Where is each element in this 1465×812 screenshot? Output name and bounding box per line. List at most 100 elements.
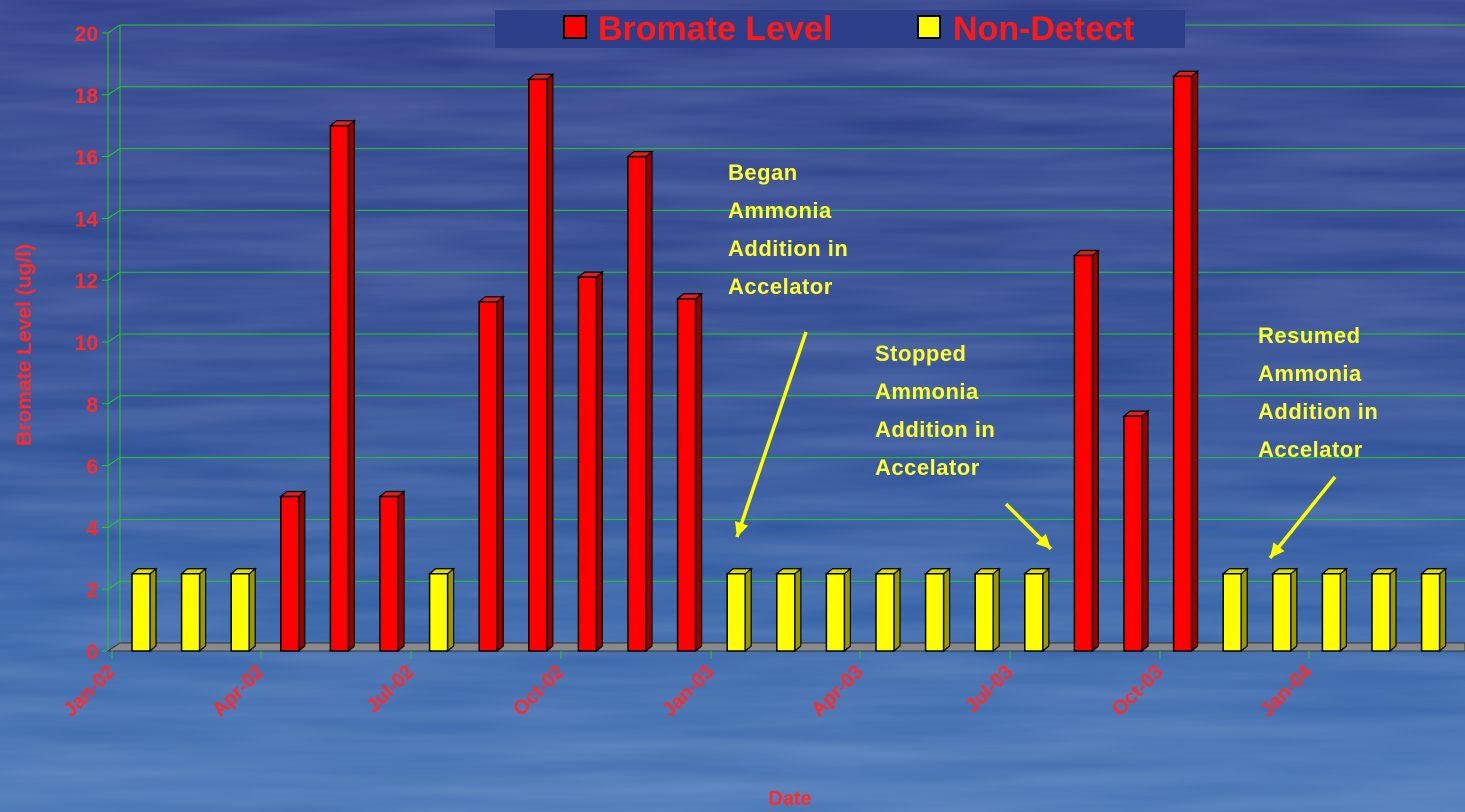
- bar-side: [149, 567, 157, 653]
- annotations: Began Ammonia Addition in Accelator Stopped A…: [728, 160, 1378, 560]
- gridline-diag: [107, 395, 121, 405]
- y-tick-label: 2: [86, 579, 98, 602]
- bar-front: [131, 573, 151, 652]
- annotation-text: Resumed: [1258, 323, 1361, 348]
- bar-front: [1420, 573, 1441, 652]
- x-tick-label: Jan-02: [59, 661, 119, 721]
- bar-front: [577, 276, 598, 652]
- y-tick-labels: 0 2 4 6 8 10 12 14 16 18 20: [75, 23, 99, 664]
- x-axis-label: Date: [768, 788, 811, 810]
- bar-front: [825, 573, 846, 652]
- annotation: Stopped Ammonia Addition in Accelator: [875, 341, 1053, 551]
- y-tick-label: 16: [75, 147, 98, 170]
- legend-swatch-bromate: [563, 15, 587, 39]
- bar-side: [942, 567, 951, 653]
- y-tick-label: 6: [86, 456, 98, 479]
- legend-label-nondetect: Non-Detect: [953, 10, 1134, 48]
- bar: [775, 567, 803, 653]
- y-tick-label: 4: [86, 517, 98, 540]
- x-tick-label: Jan-03: [658, 661, 718, 721]
- annotation-text: Accelator: [1258, 437, 1363, 462]
- x-tick-labels: Jan-02 Apr-02 Jul-02 Oct-02 Jan-03 Apr-03 Jul-…: [59, 651, 1317, 721]
- annotation-text: Addition in: [728, 236, 848, 261]
- bar: [1122, 409, 1150, 653]
- x-tick-label: Jan-04: [1256, 660, 1317, 721]
- bar-side: [1091, 249, 1100, 653]
- bar-front: [627, 155, 647, 652]
- x-tick-label: Jul-02: [362, 661, 418, 717]
- annotation-arrow: [1268, 475, 1337, 560]
- bar-side: [1438, 567, 1447, 653]
- arrowhead-icon: [735, 521, 749, 537]
- bar-side: [298, 490, 306, 653]
- bar-front: [1073, 254, 1094, 652]
- x-tick-label: Oct-03: [1108, 661, 1168, 721]
- bar-side: [1339, 567, 1348, 653]
- annotation: Began Ammonia Addition in Accelator: [728, 160, 848, 538]
- gridline-diag: [107, 209, 121, 219]
- y-tick-label: 20: [75, 23, 98, 46]
- gridline-diag: [107, 457, 121, 467]
- bar-front: [1371, 573, 1391, 652]
- x-tick-label: Oct-02: [509, 661, 569, 721]
- bar: [675, 292, 704, 653]
- bar: [1419, 567, 1448, 653]
- legend-label-bromate: Bromate Level: [598, 10, 832, 48]
- bar: [279, 490, 307, 653]
- arrowhead-icon: [1035, 533, 1051, 549]
- bar-side: [447, 567, 455, 653]
- bar: [527, 73, 555, 653]
- gridline-diag: [107, 271, 121, 281]
- y-tick-label: 10: [75, 332, 98, 355]
- bar-side: [893, 567, 901, 653]
- bar: [1221, 567, 1249, 653]
- bar-side: [1389, 567, 1397, 653]
- bar-side: [1290, 567, 1298, 653]
- annotation-text: Ammonia: [1258, 361, 1362, 386]
- bar-front: [1272, 573, 1292, 652]
- bar-front: [924, 573, 945, 652]
- bar-front: [379, 495, 399, 652]
- bar-front: [1321, 573, 1342, 652]
- bar-side: [595, 270, 604, 653]
- bar: [1023, 567, 1051, 653]
- y-tick-label: 12: [75, 270, 98, 293]
- bar-front: [180, 573, 201, 652]
- bar-side: [397, 490, 405, 653]
- bar: [1271, 567, 1299, 653]
- y-tick-label: 0: [86, 641, 98, 664]
- bar-front: [1222, 573, 1242, 652]
- bar-side: [248, 567, 256, 653]
- bar: [626, 150, 654, 653]
- bar-front: [1123, 415, 1143, 652]
- bar-side: [1042, 567, 1050, 653]
- bar: [1370, 567, 1398, 653]
- bar-side: [347, 119, 355, 653]
- bar-front: [329, 124, 350, 652]
- bar: [179, 567, 208, 653]
- bar: [427, 567, 456, 653]
- x-tick-label: Apr-03: [807, 661, 867, 721]
- gridline-diag: [107, 148, 121, 158]
- legend: Bromate Level Non-Detect: [495, 10, 1185, 48]
- bar: [973, 567, 1001, 653]
- annotation-text: Addition in: [875, 417, 995, 442]
- bar: [576, 270, 605, 653]
- bar-front: [528, 78, 548, 652]
- bar: [824, 567, 853, 653]
- bar: [378, 490, 406, 653]
- bar-front: [280, 495, 300, 652]
- annotation-text: Accelator: [875, 455, 980, 480]
- legend-swatch-nondetect: [917, 15, 941, 39]
- gridline-diag: [107, 86, 121, 96]
- annotation-arrow: [735, 331, 808, 538]
- y-tick-label: 14: [75, 208, 99, 231]
- bar: [725, 567, 753, 653]
- annotation-text: Ammonia: [728, 198, 832, 223]
- annotation-text: Ammonia: [875, 379, 979, 404]
- annotation: Resumed Ammonia Addition in Accelator: [1258, 323, 1378, 560]
- arrowhead-icon: [1270, 542, 1285, 558]
- bar-side: [744, 567, 752, 653]
- bar: [130, 567, 158, 653]
